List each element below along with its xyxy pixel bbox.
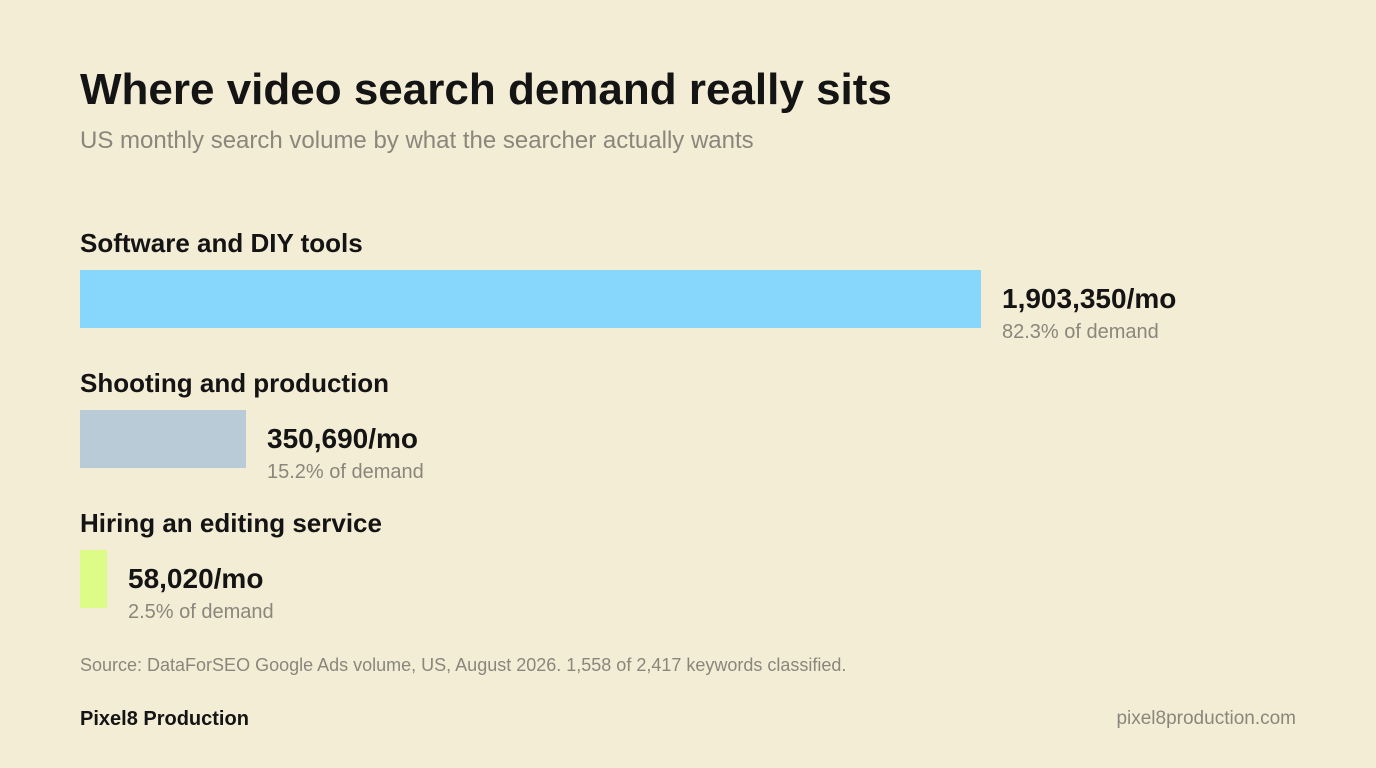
chart-subtitle: US monthly search volume by what the sea…: [80, 127, 754, 154]
website-url: pixel8production.com: [1116, 708, 1296, 729]
source-note: Source: DataForSEO Google Ads volume, US…: [80, 655, 847, 675]
value-label: 350,690/mo: [267, 423, 418, 454]
share-label: 15.2% of demand: [267, 461, 424, 483]
brand-name: Pixel8 Production: [80, 708, 249, 730]
bar: [80, 270, 981, 328]
value-label: 1,903,350/mo: [1002, 283, 1177, 314]
bar-row: Hiring an editing service 58,020/mo 2.5% o…: [80, 508, 1300, 628]
category-label: Shooting and production: [80, 368, 390, 398]
bar-row: Software and DIY tools 1,903,350/mo 82.3% …: [80, 228, 1300, 348]
value-label: 58,020/mo: [128, 563, 264, 594]
category-label: Hiring an editing service: [80, 508, 382, 538]
category-label: Software and DIY tools: [80, 228, 363, 258]
chart-title: Where video search demand really sits: [80, 65, 892, 114]
share-label: 2.5% of demand: [128, 601, 274, 623]
bar-row: Shooting and production 350,690/mo 15.2% o…: [80, 368, 1300, 488]
bar: [80, 410, 246, 468]
bar: [80, 550, 107, 608]
share-label: 82.3% of demand: [1002, 321, 1159, 343]
